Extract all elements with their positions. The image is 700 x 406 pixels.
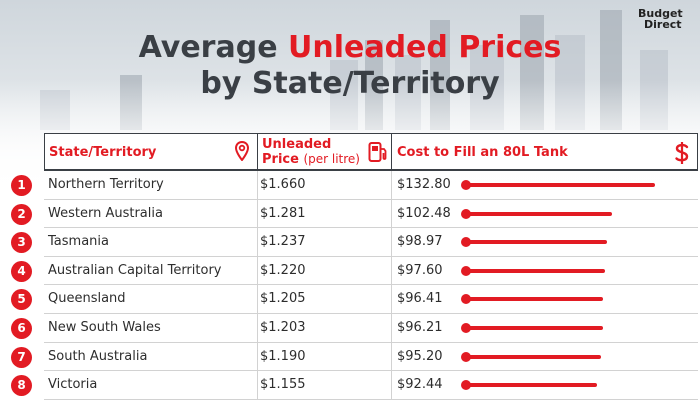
rank-badge: 1	[11, 175, 32, 196]
fill-cost: $95.20	[397, 348, 443, 364]
cost-bar	[465, 297, 603, 302]
column-divider	[257, 171, 258, 199]
column-divider	[391, 371, 392, 399]
fill-cost: $98.97	[397, 234, 443, 250]
table-row: 6 New South Wales $1.203 $96.21	[11, 313, 698, 343]
cost-bar	[465, 211, 612, 216]
header-price-line2: Price	[262, 152, 299, 167]
budget-direct-logo: Budget Direct	[638, 8, 690, 30]
fill-cost: $96.41	[397, 291, 443, 307]
header-price: Unleaded Price (per litre)	[258, 134, 392, 170]
fill-cost: $102.48	[397, 205, 451, 221]
column-divider	[257, 342, 258, 371]
title-line1: Average Unleaded Prices	[0, 30, 700, 66]
header-cost-label: Cost to Fill an 80L Tank	[397, 145, 568, 160]
unleaded-price: $1.203	[260, 319, 306, 335]
fuel-pump-icon	[368, 141, 388, 167]
table-row: 8 Victoria $1.155 $92.44	[11, 371, 698, 400]
header-price-unit: (per litre)	[303, 152, 360, 166]
table-row: 4 Australian Capital Territory $1.220 $97.6…	[11, 256, 698, 286]
unleaded-price: $1.190	[260, 348, 306, 364]
table-row: 3 Tasmania $1.237 $98.97	[11, 228, 698, 257]
column-divider	[391, 342, 392, 371]
logo-line2: Direct	[644, 18, 682, 31]
cost-bar	[465, 383, 597, 388]
header-cost: Cost to Fill an 80L Tank	[392, 134, 697, 170]
column-divider	[257, 256, 258, 285]
column-divider	[257, 228, 258, 256]
column-divider	[391, 199, 392, 228]
map-pin-icon	[234, 140, 250, 165]
unleaded-price: $1.660	[260, 177, 306, 192]
cost-bar	[465, 325, 603, 330]
table-row: 2 Western Australia $1.281 $102.48	[11, 199, 698, 229]
unleaded-price: $1.205	[260, 291, 306, 307]
state-name: Northern Territory	[48, 177, 164, 192]
cost-bar	[465, 268, 605, 273]
rank-badge: 6	[11, 317, 32, 339]
rank-badge: 8	[11, 375, 32, 397]
title-line2: by State/Territory	[200, 66, 500, 101]
price-table: State/Territory Unleaded Price (per litr…	[11, 133, 698, 400]
title-highlight: Unleaded Prices	[287, 30, 562, 65]
column-divider	[391, 228, 392, 256]
rank-badge: 7	[11, 346, 32, 368]
header-state-label: State/Territory	[49, 145, 157, 160]
state-name: Tasmania	[48, 234, 109, 250]
rank-badge: 2	[11, 203, 32, 225]
table-row: 7 South Australia $1.190 $95.20	[11, 342, 698, 372]
unleaded-price: $1.220	[260, 262, 306, 278]
state-name: New South Wales	[48, 319, 161, 335]
fill-cost: $97.60	[397, 262, 443, 278]
cost-bar	[465, 240, 607, 245]
rank-badge: 3	[11, 232, 32, 254]
column-divider	[257, 371, 258, 399]
state-name: Queensland	[48, 291, 126, 307]
header-state: State/Territory	[45, 134, 258, 170]
logo-line1: Budget	[638, 7, 683, 20]
title-prefix: Average	[138, 30, 288, 65]
rank-badge: 4	[11, 260, 32, 282]
table-row: 1 Northern Territory $1.660 $132.80	[11, 171, 698, 200]
state-name: Australian Capital Territory	[48, 262, 222, 278]
cost-bar	[465, 183, 655, 187]
chart-title: Average Unleaded Prices by State/Territo…	[0, 30, 700, 102]
unleaded-price: $1.281	[260, 205, 306, 221]
unleaded-price: $1.155	[260, 377, 306, 393]
cost-bar	[465, 354, 601, 359]
column-divider	[391, 313, 392, 342]
state-name: South Australia	[48, 348, 148, 364]
column-divider	[257, 285, 258, 313]
unleaded-price: $1.237	[260, 234, 306, 250]
fill-cost: $96.21	[397, 319, 443, 335]
header-price-line1: Unleaded	[262, 137, 332, 152]
column-divider	[391, 171, 392, 199]
column-divider	[257, 313, 258, 342]
rank-badge: 5	[11, 289, 32, 311]
table-row: 5 Queensland $1.205 $96.41	[11, 285, 698, 314]
table-body: 1 Northern Territory $1.660 $132.80 2 Western…	[11, 171, 698, 400]
column-divider	[391, 256, 392, 285]
column-divider	[391, 285, 392, 313]
column-divider	[257, 199, 258, 228]
fill-cost: $132.80	[397, 177, 451, 192]
state-name: Western Australia	[48, 205, 163, 221]
fill-cost: $92.44	[397, 377, 443, 393]
state-name: Victoria	[48, 377, 98, 393]
header-price-line2-wrap: Price (per litre)	[262, 152, 360, 167]
table-header: State/Territory Unleaded Price (per litr…	[44, 133, 698, 171]
dollar-icon	[674, 141, 690, 169]
header-price-label: Unleaded Price (per litre)	[262, 137, 360, 167]
